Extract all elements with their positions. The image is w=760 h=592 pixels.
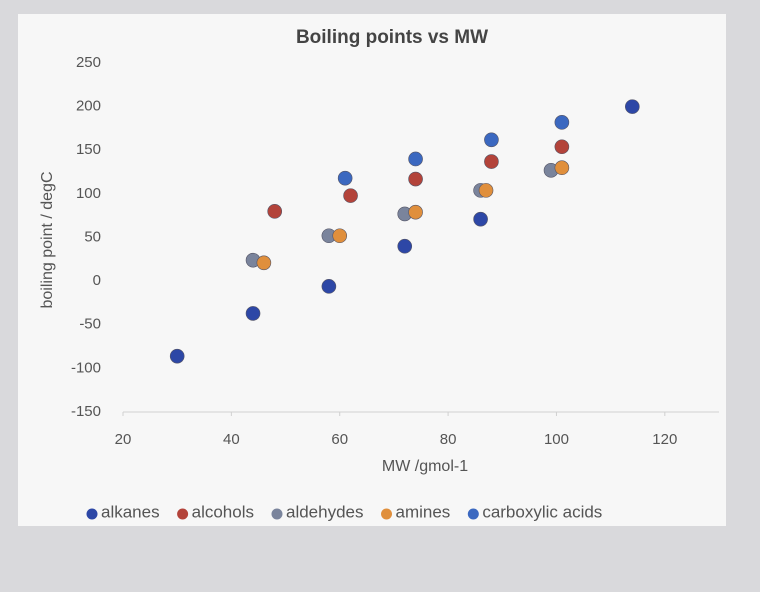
x-tick-label: 60 <box>331 431 348 448</box>
x-axis-label: MW /gmol-1 <box>382 458 468 475</box>
chart-area <box>18 14 726 526</box>
y-tick-label: 50 <box>84 228 101 245</box>
y-tick-label: 0 <box>93 272 101 289</box>
point <box>408 151 423 167</box>
x-tick-label: 20 <box>115 431 132 448</box>
y-tick-label: 250 <box>76 54 101 71</box>
x-tick-label: 120 <box>652 431 677 448</box>
x-tick-label: 40 <box>223 431 240 448</box>
point <box>169 348 185 364</box>
x-tick-label: 80 <box>440 431 457 448</box>
x-tick-label: 100 <box>544 431 569 448</box>
y-tick-label: -150 <box>71 403 101 420</box>
legend-marker <box>271 508 283 520</box>
legend-marker <box>381 508 392 520</box>
point <box>397 238 413 254</box>
point <box>408 171 423 187</box>
point <box>554 115 570 130</box>
y-tick-label: 200 <box>76 98 101 115</box>
point <box>343 188 358 203</box>
point <box>408 204 423 220</box>
y-axis-label: boiling point / degC <box>39 172 56 309</box>
point <box>321 279 337 294</box>
legend-label: carboxylic acids <box>482 502 602 521</box>
y-tick-label: 100 <box>76 185 101 202</box>
point <box>484 132 499 148</box>
point <box>554 139 570 155</box>
legend-label: alkanes <box>101 502 160 521</box>
y-tick-label: -100 <box>71 359 101 376</box>
point <box>337 170 353 186</box>
point <box>245 306 261 321</box>
legend-label: alcohols <box>192 502 254 521</box>
y-tick-label: -50 <box>79 316 101 333</box>
point <box>484 154 499 169</box>
point <box>473 211 488 227</box>
legend-marker <box>467 508 479 520</box>
legend-marker <box>177 508 189 520</box>
point <box>625 99 640 114</box>
chart-title: Boiling points vs MW <box>296 27 488 48</box>
point <box>256 255 272 271</box>
point <box>267 204 283 219</box>
point <box>332 228 348 244</box>
legend-label: aldehydes <box>286 502 364 521</box>
point <box>554 160 570 175</box>
legend-label: amines <box>396 502 451 521</box>
y-tick-label: 150 <box>76 141 101 158</box>
point <box>478 183 494 198</box>
legend-marker <box>86 508 98 520</box>
